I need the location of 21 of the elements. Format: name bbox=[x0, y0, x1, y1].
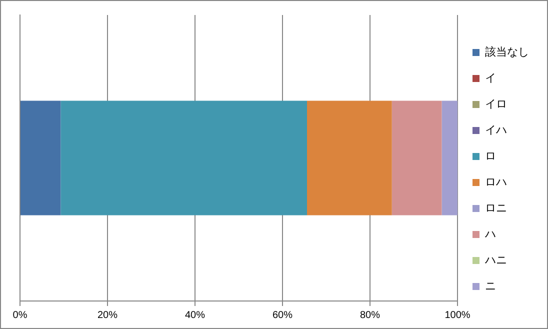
legend-label: イ bbox=[485, 71, 496, 84]
legend-label: イロ bbox=[485, 97, 507, 110]
legend-label: ハ bbox=[484, 227, 496, 240]
bar bbox=[60, 100, 307, 216]
legend-label: ニ bbox=[485, 279, 496, 292]
x-tick-label: 60% bbox=[272, 310, 293, 321]
legend-label: ハニ bbox=[484, 253, 507, 266]
bar bbox=[442, 100, 458, 216]
legend-label: イハ bbox=[485, 123, 507, 136]
bar bbox=[307, 100, 392, 216]
x-tick-label: 20% bbox=[97, 310, 118, 321]
x-tick-label: 40% bbox=[184, 310, 206, 321]
bar bbox=[392, 100, 442, 216]
x-tick-label: 80% bbox=[360, 310, 380, 321]
x-tick-label: 100% bbox=[444, 310, 470, 321]
legend-label: ロハ bbox=[485, 175, 507, 188]
legend-label: ロニ bbox=[485, 201, 507, 214]
legend-label: 該当なし bbox=[485, 45, 529, 58]
legend-label: ロ bbox=[485, 149, 496, 162]
x-tick-label: 0% bbox=[12, 310, 28, 321]
bar bbox=[20, 100, 61, 216]
